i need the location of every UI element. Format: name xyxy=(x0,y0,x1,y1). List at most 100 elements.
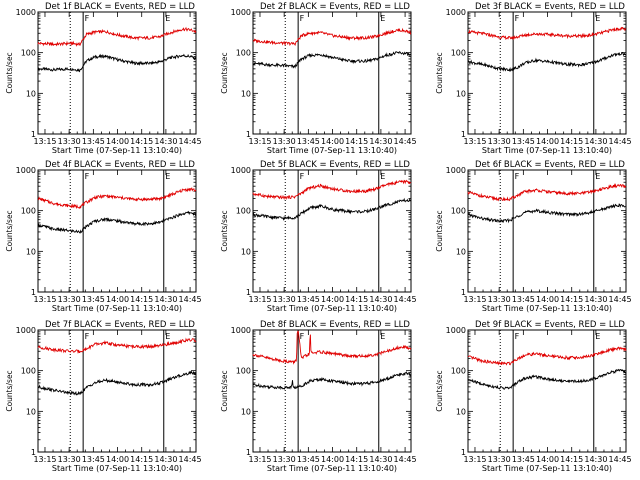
y-tick-label: 10 xyxy=(26,407,36,416)
series-line-events xyxy=(468,53,626,71)
subplot-7: Det 7f BLACK = Events, RED = LLD11010010… xyxy=(5,320,202,473)
x-axis-label: Start Time (07-Sep-11 13:10:40) xyxy=(52,146,182,155)
x-tick-label: 14:15 xyxy=(560,295,583,304)
time-marker-label: F xyxy=(85,332,90,341)
series-line-lld xyxy=(38,188,196,208)
subplot-title: Det 1f BLACK = Events, RED = LLD xyxy=(45,2,195,12)
series-line-events xyxy=(38,212,196,233)
series-line-events xyxy=(38,55,196,72)
x-tick-label: 14:30 xyxy=(154,455,177,464)
subplot-title: Det 3f BLACK = Events, RED = LLD xyxy=(475,2,625,12)
plot-frame xyxy=(253,12,411,134)
y-tick-label: 10 xyxy=(26,247,36,256)
x-tick-label: 14:15 xyxy=(560,455,583,464)
time-marker-label: F xyxy=(300,332,305,341)
y-tick-label: 1000 xyxy=(231,8,251,17)
x-tick-label: 14:00 xyxy=(536,137,559,146)
x-tick-label: 14:00 xyxy=(321,137,344,146)
x-axis-label: Start Time (07-Sep-11 13:10:40) xyxy=(267,146,397,155)
series-line-events xyxy=(253,52,411,68)
y-tick-label: 10 xyxy=(456,247,466,256)
series-line-events xyxy=(38,372,196,395)
x-tick-label: 13:45 xyxy=(82,137,105,146)
x-tick-label: 13:30 xyxy=(273,137,296,146)
x-tick-label: 14:00 xyxy=(536,295,559,304)
time-marker-label: F xyxy=(85,172,90,181)
time-marker-label: F xyxy=(85,14,90,23)
series-line-events xyxy=(468,204,626,222)
x-tick-label: 14:00 xyxy=(106,455,129,464)
y-axis-label: Counts/sec xyxy=(220,370,229,411)
x-tick-label: 13:30 xyxy=(273,455,296,464)
x-tick-label: 14:15 xyxy=(130,295,153,304)
subplot-title: Det 5f BLACK = Events, RED = LLD xyxy=(260,160,410,170)
series-line-lld xyxy=(468,347,626,365)
x-tick-label: 14:45 xyxy=(609,455,632,464)
plot-frame xyxy=(468,330,626,452)
plot-frame xyxy=(38,12,196,134)
x-tick-label: 14:45 xyxy=(394,295,417,304)
subplot-title: Det 4f BLACK = Events, RED = LLD xyxy=(45,160,195,170)
subplot-4: Det 4f BLACK = Events, RED = LLD11010010… xyxy=(5,160,202,313)
x-tick-label: 13:15 xyxy=(33,137,56,146)
x-axis-label: Start Time (07-Sep-11 13:10:40) xyxy=(52,464,182,473)
x-tick-label: 13:30 xyxy=(488,137,511,146)
y-axis-label: Counts/sec xyxy=(435,52,444,93)
x-tick-label: 13:45 xyxy=(512,295,535,304)
series-line-lld xyxy=(253,331,411,363)
x-tick-label: 14:15 xyxy=(130,137,153,146)
y-tick-label: 10 xyxy=(241,247,251,256)
series-line-lld xyxy=(38,28,196,45)
x-axis-label: Start Time (07-Sep-11 13:10:40) xyxy=(482,146,612,155)
time-marker-label: E xyxy=(165,332,170,341)
x-tick-label: 14:45 xyxy=(609,137,632,146)
x-tick-label: 13:45 xyxy=(297,137,320,146)
subplot-1: Det 1f BLACK = Events, RED = LLD 1 10 100 10… xyxy=(5,2,202,155)
x-tick-label: 13:30 xyxy=(58,295,81,304)
y-tick-label: 100 xyxy=(236,207,251,216)
x-axis-label: Start Time (07-Sep-11 13:10:40) xyxy=(482,464,612,473)
y-axis-label: Counts/sec xyxy=(220,210,229,251)
x-tick-label: 14:45 xyxy=(179,137,202,146)
y-axis-label: Counts/sec xyxy=(435,210,444,251)
subplot-3: Det 3f BLACK = Events, RED = LLD 1 10 100 10… xyxy=(435,2,632,155)
x-tick-label: 13:30 xyxy=(273,295,296,304)
x-tick-label: 14:00 xyxy=(106,137,129,146)
y-tick-label: 100 xyxy=(451,367,466,376)
time-marker-label: E xyxy=(595,332,600,341)
x-axis-label: Start Time (07-Sep-11 13:10:40) xyxy=(267,464,397,473)
x-tick-label: 14:45 xyxy=(394,455,417,464)
series-line-events xyxy=(468,370,626,390)
x-tick-label: 13:30 xyxy=(58,455,81,464)
y-tick-label: 10 xyxy=(456,89,466,98)
time-marker-label: E xyxy=(380,172,385,181)
x-tick-label: 14:30 xyxy=(369,137,392,146)
series-line-events xyxy=(253,199,411,219)
x-tick-label: 14:45 xyxy=(179,455,202,464)
y-tick-label: 100 xyxy=(451,207,466,216)
subplot-9: Det 9f BLACK = Events, RED = LLD 1 10 100 10… xyxy=(435,320,632,473)
time-marker-label: E xyxy=(595,14,600,23)
y-axis-label: Counts/sec xyxy=(5,52,14,93)
plot-frame xyxy=(468,12,626,134)
x-tick-label: 13:45 xyxy=(297,295,320,304)
y-tick-label: 1000 xyxy=(446,166,466,175)
y-tick-label: 10 xyxy=(26,89,36,98)
time-marker-label: F xyxy=(515,14,520,23)
x-tick-label: 13:15 xyxy=(248,455,271,464)
y-axis-label: Counts/sec xyxy=(435,370,444,411)
time-marker-label: F xyxy=(515,172,520,181)
x-tick-label: 14:45 xyxy=(609,295,632,304)
x-tick-label: 13:15 xyxy=(248,137,271,146)
subplot-5: Det 5f BLACK = Events, RED = LLD11010010… xyxy=(220,160,417,313)
x-tick-label: 13:15 xyxy=(463,137,486,146)
x-tick-label: 13:45 xyxy=(512,455,535,464)
subplot-title: Det 6f BLACK = Events, RED = LLD xyxy=(475,160,625,170)
y-axis-label: Counts/sec xyxy=(5,210,14,251)
plot-frame xyxy=(38,170,196,292)
subplot-title: Det 2f BLACK = Events, RED = LLD xyxy=(260,2,410,12)
x-tick-label: 13:15 xyxy=(463,455,486,464)
subplot-8: Det 8f BLACK = Events, RED = LLD 1 10 100 10… xyxy=(220,320,417,473)
x-tick-label: 14:00 xyxy=(321,295,344,304)
y-tick-label: 100 xyxy=(21,207,36,216)
